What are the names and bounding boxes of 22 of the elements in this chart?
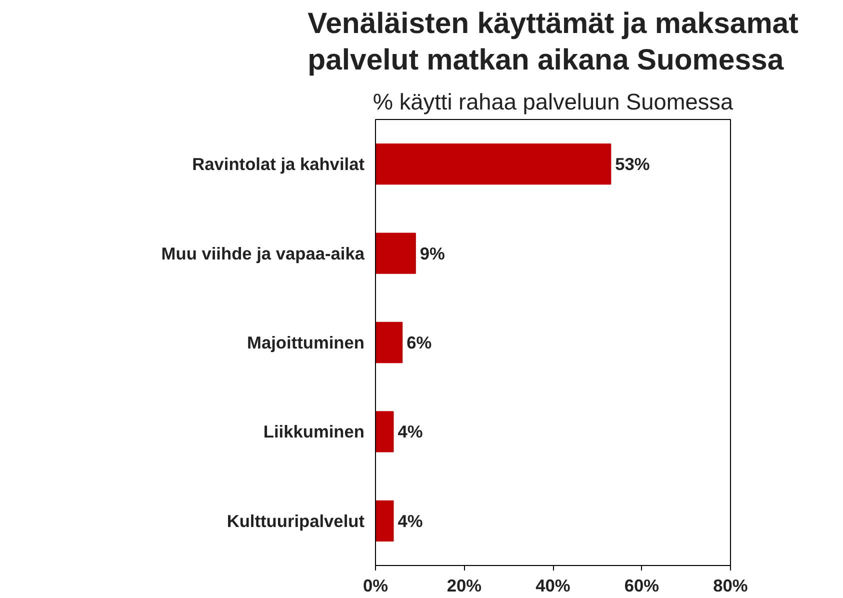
y-tick-label: Kulttuuripalvelut (226, 510, 365, 531)
data-label: 9% (420, 243, 445, 264)
x-tick-label: 40% (536, 576, 570, 596)
x-tick-label: 20% (446, 576, 482, 596)
chart-title: Venäläisten käyttämät ja maksamat palvelut matkan aikana Suomessa (308, 7, 799, 76)
y-tick-label: Muu viihde ja vapaa-aika (161, 243, 365, 264)
data-label: 4% (398, 510, 423, 531)
bar (376, 500, 394, 542)
y-tick-label: Majoittuminen (247, 332, 365, 352)
x-tick-label: 60% (624, 576, 660, 596)
bar (376, 322, 403, 364)
x-tick-label: 0% (362, 576, 388, 596)
y-tick-label: Liikkuminen (263, 422, 365, 442)
x-tick-label: 80% (713, 576, 748, 596)
bar (376, 144, 612, 185)
y-tick-label: Ravintolat ja kahvilat (192, 154, 365, 174)
data-label: 4% (398, 422, 423, 442)
data-label: 53% (615, 154, 650, 174)
bar (376, 232, 416, 274)
data-label: 6% (406, 332, 432, 352)
bar (376, 411, 394, 452)
chart-subtitle: % käytti rahaa palveluun Suomessa (372, 88, 734, 114)
